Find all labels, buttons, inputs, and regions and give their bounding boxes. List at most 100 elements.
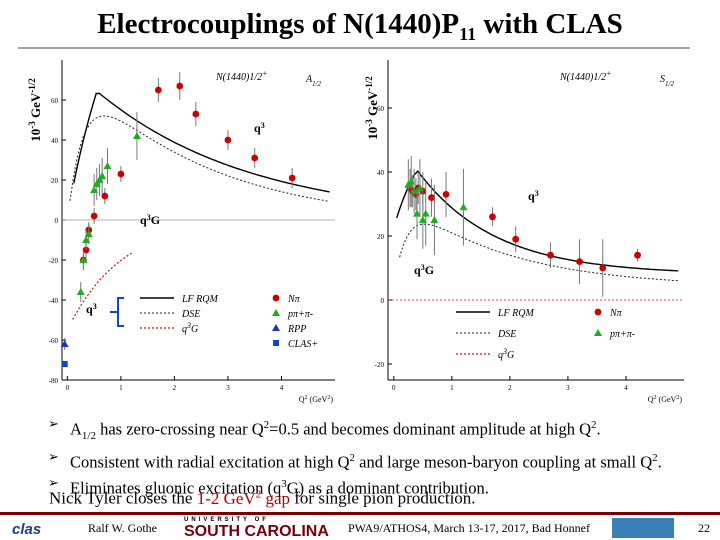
arrow-bullet-icon: ➢	[48, 417, 59, 432]
curve-q3g	[72, 252, 132, 320]
curve-dse	[399, 223, 679, 282]
clas-logo: clas	[12, 521, 42, 538]
data-point-ppipi	[413, 209, 422, 217]
data-point-npi	[547, 251, 554, 259]
data-point-npi	[288, 174, 296, 182]
legend-label: q3G	[182, 321, 198, 336]
legend-marker	[594, 329, 602, 336]
y-tick-label: -60	[49, 337, 59, 345]
x-tick-label: 3	[566, 384, 570, 392]
legend-label: DSE	[181, 309, 200, 320]
annotation-q3g: q3G	[414, 263, 434, 278]
y-tick-label: -20	[375, 361, 385, 369]
legend-marker	[594, 308, 602, 316]
data-point-ppipi	[90, 186, 99, 193]
data-point-ppipi	[459, 203, 468, 211]
usc-logo: UNIVERSITY OF SOUTH CAROLINA	[184, 517, 329, 540]
jlab-badge-icon	[612, 518, 674, 538]
amplitude-label: S1/2	[660, 74, 674, 88]
annotation-q3: q3	[528, 189, 539, 204]
data-point-npi	[101, 192, 109, 200]
x-tick-label: 2	[173, 384, 177, 392]
chart-panel-s1-2: -20 0 20 40 60 0 1 2 3 4 Q2 (GeV2) N(1440)1/2+ S1/2 q…	[375, 60, 684, 404]
data-point-ppipi	[421, 209, 430, 217]
legend-label: pπ+π-	[609, 329, 635, 340]
y-tick-label: -80	[49, 377, 59, 385]
x-tick-label: 3	[226, 384, 230, 392]
arrow-bullet-icon: ➢	[48, 449, 59, 465]
data-point-clas	[61, 361, 68, 367]
x-tick-label: 1	[119, 384, 123, 392]
x-tick-label: 2	[508, 384, 512, 392]
x-tick-label: 0	[66, 384, 70, 392]
legend-marker	[272, 324, 280, 331]
data-point-npi	[192, 110, 200, 118]
data-point-npi	[154, 86, 162, 94]
y-tick-label: 20	[377, 233, 385, 241]
footer-conference: PWA9/ATHOS4, March 13-17, 2017, Bad Honn…	[348, 521, 590, 535]
data-point-npi	[90, 212, 98, 220]
amplitude-label: A1/2	[305, 74, 322, 88]
data-point-npi	[634, 251, 641, 259]
footer: clas Ralf W. Gothe UNIVERSITY OF SOUTH CA…	[0, 512, 720, 540]
data-point-npi	[428, 194, 435, 202]
x-tick-label: 4	[624, 384, 628, 392]
data-point-npi	[442, 191, 450, 198]
data-point-npi	[489, 213, 496, 221]
data-point-npi	[251, 154, 259, 162]
y-tick-label: -40	[49, 297, 59, 305]
data-point-npi	[512, 235, 520, 243]
legend-label: CLAS+	[288, 339, 318, 350]
gap-note: Nick Tyler closes the 1-2 GeV2 gap for s…	[49, 488, 476, 508]
panel-title: N(1440)1/2+	[215, 69, 268, 84]
legend-label: DSE	[497, 329, 516, 340]
slide-title: Electrocouplings of N(1440)P11 with CLAS	[97, 8, 623, 44]
data-point-ppipi	[82, 236, 91, 243]
panel-title: N(1440)1/2+	[559, 69, 612, 84]
data-point-ppipi	[430, 216, 439, 223]
y-tick-label: 60	[51, 97, 59, 105]
x-tick-label: 1	[450, 384, 454, 392]
bullet-a12: ➢ A1/2 has zero-crossing near Q2=0.5 and …	[48, 414, 718, 447]
legend-label: RPP	[287, 324, 306, 335]
legend-label: LF RQM	[497, 308, 535, 319]
y-tick-label: 40	[51, 137, 59, 145]
data-point-npi	[576, 258, 583, 265]
footer-author: Ralf W. Gothe	[88, 521, 157, 535]
data-point-ppipi	[410, 187, 419, 195]
y-tick-label: 20	[51, 177, 59, 185]
legend-label: q3G	[498, 347, 514, 362]
y-tick-label: 40	[377, 169, 385, 177]
curve-lf-rqm	[396, 170, 679, 272]
legend-label: Nπ	[609, 308, 623, 319]
annotation-q3-low: q3	[86, 302, 97, 317]
legend-marker	[272, 294, 280, 302]
data-point-ppipi	[95, 176, 104, 183]
x-tick-label: 4	[280, 384, 284, 392]
ylabel-left: 10-3 GeV-1/2	[27, 78, 43, 142]
page-number: 22	[698, 521, 710, 535]
bullet-list: ➢ A1/2 has zero-crossing near Q2=0.5 and …	[48, 414, 718, 500]
curve-lf-rqm	[73, 92, 330, 193]
legend-label: Nπ	[287, 294, 301, 305]
ylabel-right: 10-3 GeV-1/2	[364, 76, 380, 140]
legend-bracket	[110, 297, 124, 327]
x-axis-label: Q2 (GeV2)	[299, 395, 334, 404]
data-point-ppipi	[92, 180, 101, 187]
legend-marker	[272, 309, 280, 316]
arrow-bullet-icon: ➢	[48, 476, 59, 492]
data-point-ppipi	[407, 177, 416, 185]
legend-marker	[273, 340, 279, 346]
y-tick-label: 0	[55, 217, 59, 225]
y-tick-label: 0	[381, 297, 385, 305]
data-point-ppipi	[79, 256, 88, 263]
annotation-q3: q3	[254, 121, 265, 136]
y-tick-label: 60	[377, 105, 385, 113]
x-axis-label: Q2 (GeV2)	[648, 395, 683, 404]
data-point-ppipi	[98, 172, 107, 179]
y-tick-label: -20	[49, 257, 59, 265]
data-point-ppipi	[76, 288, 85, 295]
annotation-q3g: q3G	[140, 213, 160, 228]
data-point-rpp	[60, 340, 69, 347]
